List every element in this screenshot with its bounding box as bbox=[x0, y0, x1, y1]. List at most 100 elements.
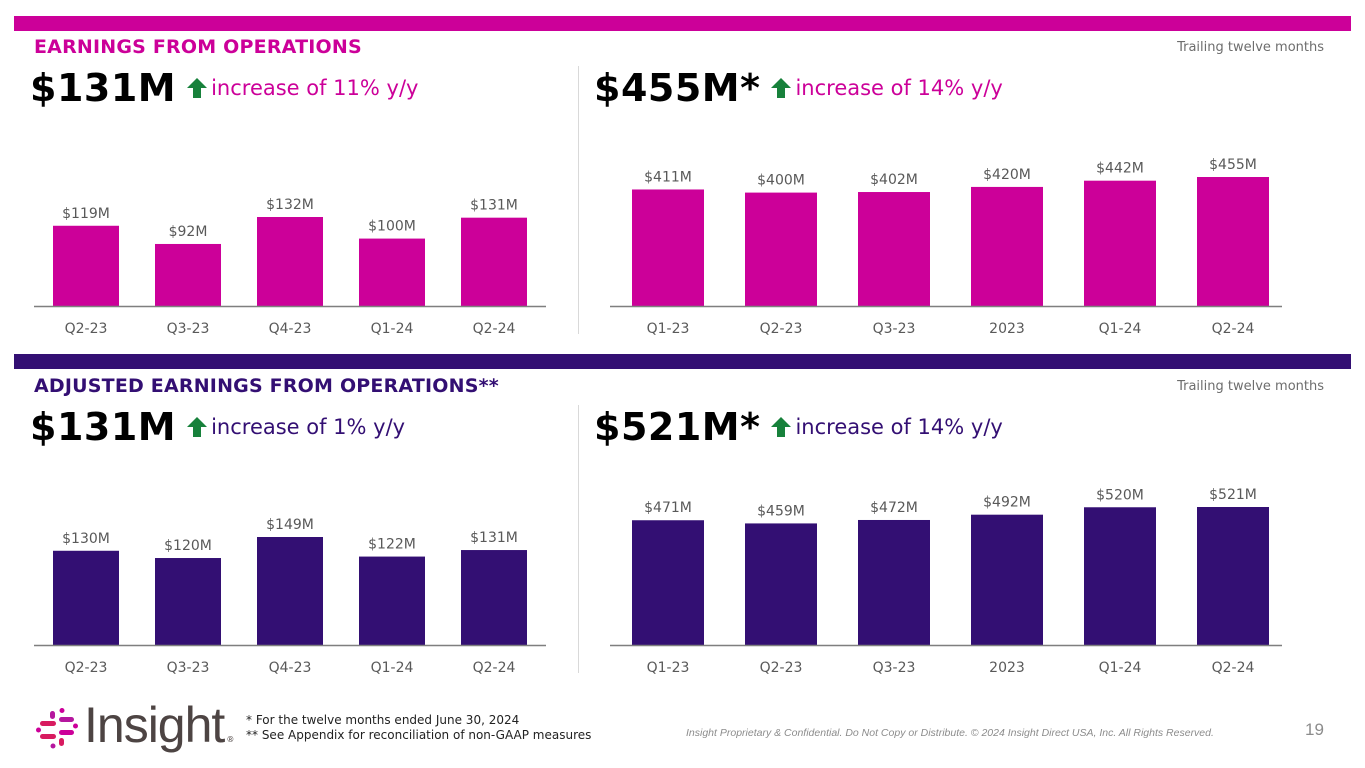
data-label: $100M bbox=[368, 219, 416, 235]
data-label: $119M bbox=[62, 206, 110, 222]
arrow-up-icon bbox=[771, 78, 792, 98]
data-label: $130M bbox=[62, 531, 110, 547]
bar-Q1-24 bbox=[359, 238, 425, 306]
data-label: $472M bbox=[870, 500, 918, 516]
bar-Q2-24 bbox=[1197, 507, 1269, 645]
kpi-quarterly-earnings: $131M increase of 11% y/y bbox=[30, 66, 418, 110]
category-label: Q2-24 bbox=[473, 660, 516, 676]
insight-logo-mark-icon bbox=[36, 708, 78, 749]
data-label: $411M bbox=[644, 169, 692, 185]
category-label: Q2-23 bbox=[65, 321, 108, 337]
category-label: Q2-24 bbox=[1212, 321, 1255, 337]
kpi-change: increase of 11% y/y bbox=[211, 76, 419, 100]
chart-quarterly-adjusted: $130M Q2-23 $120M Q3-23 $149M Q4-23 $122M Q1-24… bbox=[34, 517, 546, 676]
bar-Q4-23 bbox=[257, 537, 323, 645]
footnotes: * For the twelve months ended June 30, 2… bbox=[246, 713, 591, 743]
data-label: $122M bbox=[368, 537, 416, 553]
data-label: $521M bbox=[1209, 487, 1257, 503]
data-label: $92M bbox=[169, 224, 208, 240]
bar-Q2-24 bbox=[1197, 177, 1269, 306]
section-divider bbox=[578, 405, 579, 673]
bar-Q1-24 bbox=[1084, 180, 1156, 306]
section-band-earnings bbox=[14, 16, 1351, 31]
category-label: Q3-23 bbox=[873, 321, 916, 337]
bar-Q2-23 bbox=[745, 192, 817, 306]
data-label: $492M bbox=[983, 495, 1031, 511]
category-label: 2023 bbox=[989, 321, 1025, 337]
data-label: $471M bbox=[644, 500, 692, 516]
kpi-value: $131M bbox=[30, 66, 177, 110]
logo-wordmark: Insight bbox=[84, 697, 225, 753]
kpi-change: increase of 14% y/y bbox=[795, 76, 1003, 100]
data-label: $402M bbox=[870, 172, 918, 188]
arrow-up-icon bbox=[187, 78, 208, 98]
kpi-value: $455M* bbox=[594, 66, 761, 110]
data-label: $120M bbox=[164, 538, 212, 554]
bar-Q1-24 bbox=[1084, 507, 1156, 645]
category-label: Q4-23 bbox=[269, 321, 312, 337]
category-label: Q3-23 bbox=[873, 660, 916, 676]
bar-Q3-23 bbox=[155, 243, 221, 306]
ttm-label: Trailing twelve months bbox=[1177, 379, 1324, 394]
kpi-quarterly-adjusted: $131M increase of 1% y/y bbox=[30, 405, 405, 449]
kpi-change: increase of 14% y/y bbox=[795, 415, 1003, 439]
section-band-adjusted bbox=[14, 354, 1351, 369]
category-label: Q2-24 bbox=[1212, 660, 1255, 676]
category-label: Q2-24 bbox=[473, 321, 516, 337]
category-label: Q3-23 bbox=[167, 321, 210, 337]
data-label: $131M bbox=[470, 530, 518, 546]
bar-Q3-23 bbox=[155, 558, 221, 645]
category-label: Q1-24 bbox=[1099, 660, 1142, 676]
category-label: Q3-23 bbox=[167, 660, 210, 676]
data-label: $132M bbox=[266, 197, 314, 213]
bar-Q1-23 bbox=[632, 189, 704, 306]
footnote-1: * For the twelve months ended June 30, 2… bbox=[246, 713, 520, 727]
kpi-value: $521M* bbox=[594, 405, 761, 449]
category-label: Q1-23 bbox=[647, 321, 690, 337]
bar-Q1-24 bbox=[359, 556, 425, 645]
category-label: Q2-23 bbox=[65, 660, 108, 676]
bar-Q3-23 bbox=[858, 192, 930, 306]
data-label: $520M bbox=[1096, 487, 1144, 503]
arrow-up-icon bbox=[187, 417, 208, 437]
insight-logo: Insight ® bbox=[36, 700, 234, 750]
category-label: Q1-24 bbox=[1099, 321, 1142, 337]
kpi-value: $131M bbox=[30, 405, 177, 449]
data-label: $459M bbox=[757, 503, 805, 519]
category-label: Q2-23 bbox=[760, 321, 803, 337]
kpi-change: increase of 1% y/y bbox=[211, 415, 406, 439]
page-number: 19 bbox=[1305, 720, 1324, 739]
bar-Q4-23 bbox=[257, 217, 323, 306]
chart-quarterly-earnings: $119M Q2-23 $92M Q3-23 $132M Q4-23 $100M Q1-24 $… bbox=[34, 197, 546, 337]
data-label: $131M bbox=[470, 198, 518, 214]
data-label: $455M bbox=[1209, 157, 1257, 173]
bar-Q2-23 bbox=[53, 550, 119, 645]
data-label: $400M bbox=[757, 173, 805, 189]
section-title-adjusted: ADJUSTED EARNINGS FROM OPERATIONS** bbox=[34, 375, 499, 397]
bar-Q2-24 bbox=[461, 217, 527, 306]
category-label: Q1-23 bbox=[647, 660, 690, 676]
data-label: $149M bbox=[266, 517, 314, 533]
bar-2023 bbox=[971, 186, 1043, 306]
data-label: $442M bbox=[1096, 161, 1144, 177]
bar-2023 bbox=[971, 514, 1043, 645]
section-divider bbox=[578, 66, 579, 334]
data-label: $420M bbox=[983, 167, 1031, 183]
arrow-up-icon bbox=[771, 417, 792, 437]
category-label: Q4-23 bbox=[269, 660, 312, 676]
category-label: Q1-24 bbox=[371, 660, 414, 676]
chart-ttm-adjusted: $471M Q1-23 $459M Q2-23 $472M Q3-23 $492M 2023 $… bbox=[610, 487, 1282, 676]
bar-Q2-24 bbox=[461, 550, 527, 645]
bar-Q3-23 bbox=[858, 519, 930, 645]
footnote-2: ** See Appendix for reconciliation of no… bbox=[246, 728, 592, 742]
bar-Q2-23 bbox=[53, 225, 119, 306]
chart-ttm-earnings: $411M Q1-23 $400M Q2-23 $402M Q3-23 $420M 2023 $… bbox=[610, 157, 1282, 337]
category-label: Q1-24 bbox=[371, 321, 414, 337]
kpi-ttm-adjusted: $521M* increase of 14% y/y bbox=[594, 405, 1003, 449]
kpi-ttm-earnings: $455M* increase of 14% y/y bbox=[594, 66, 1003, 110]
category-label: Q2-23 bbox=[760, 660, 803, 676]
section-title-earnings: EARNINGS FROM OPERATIONS bbox=[34, 36, 362, 58]
legal-disclaimer: Insight Proprietary & Confidential. Do N… bbox=[686, 727, 1214, 739]
bar-Q2-23 bbox=[745, 523, 817, 645]
logo-registered-mark: ® bbox=[226, 735, 235, 744]
